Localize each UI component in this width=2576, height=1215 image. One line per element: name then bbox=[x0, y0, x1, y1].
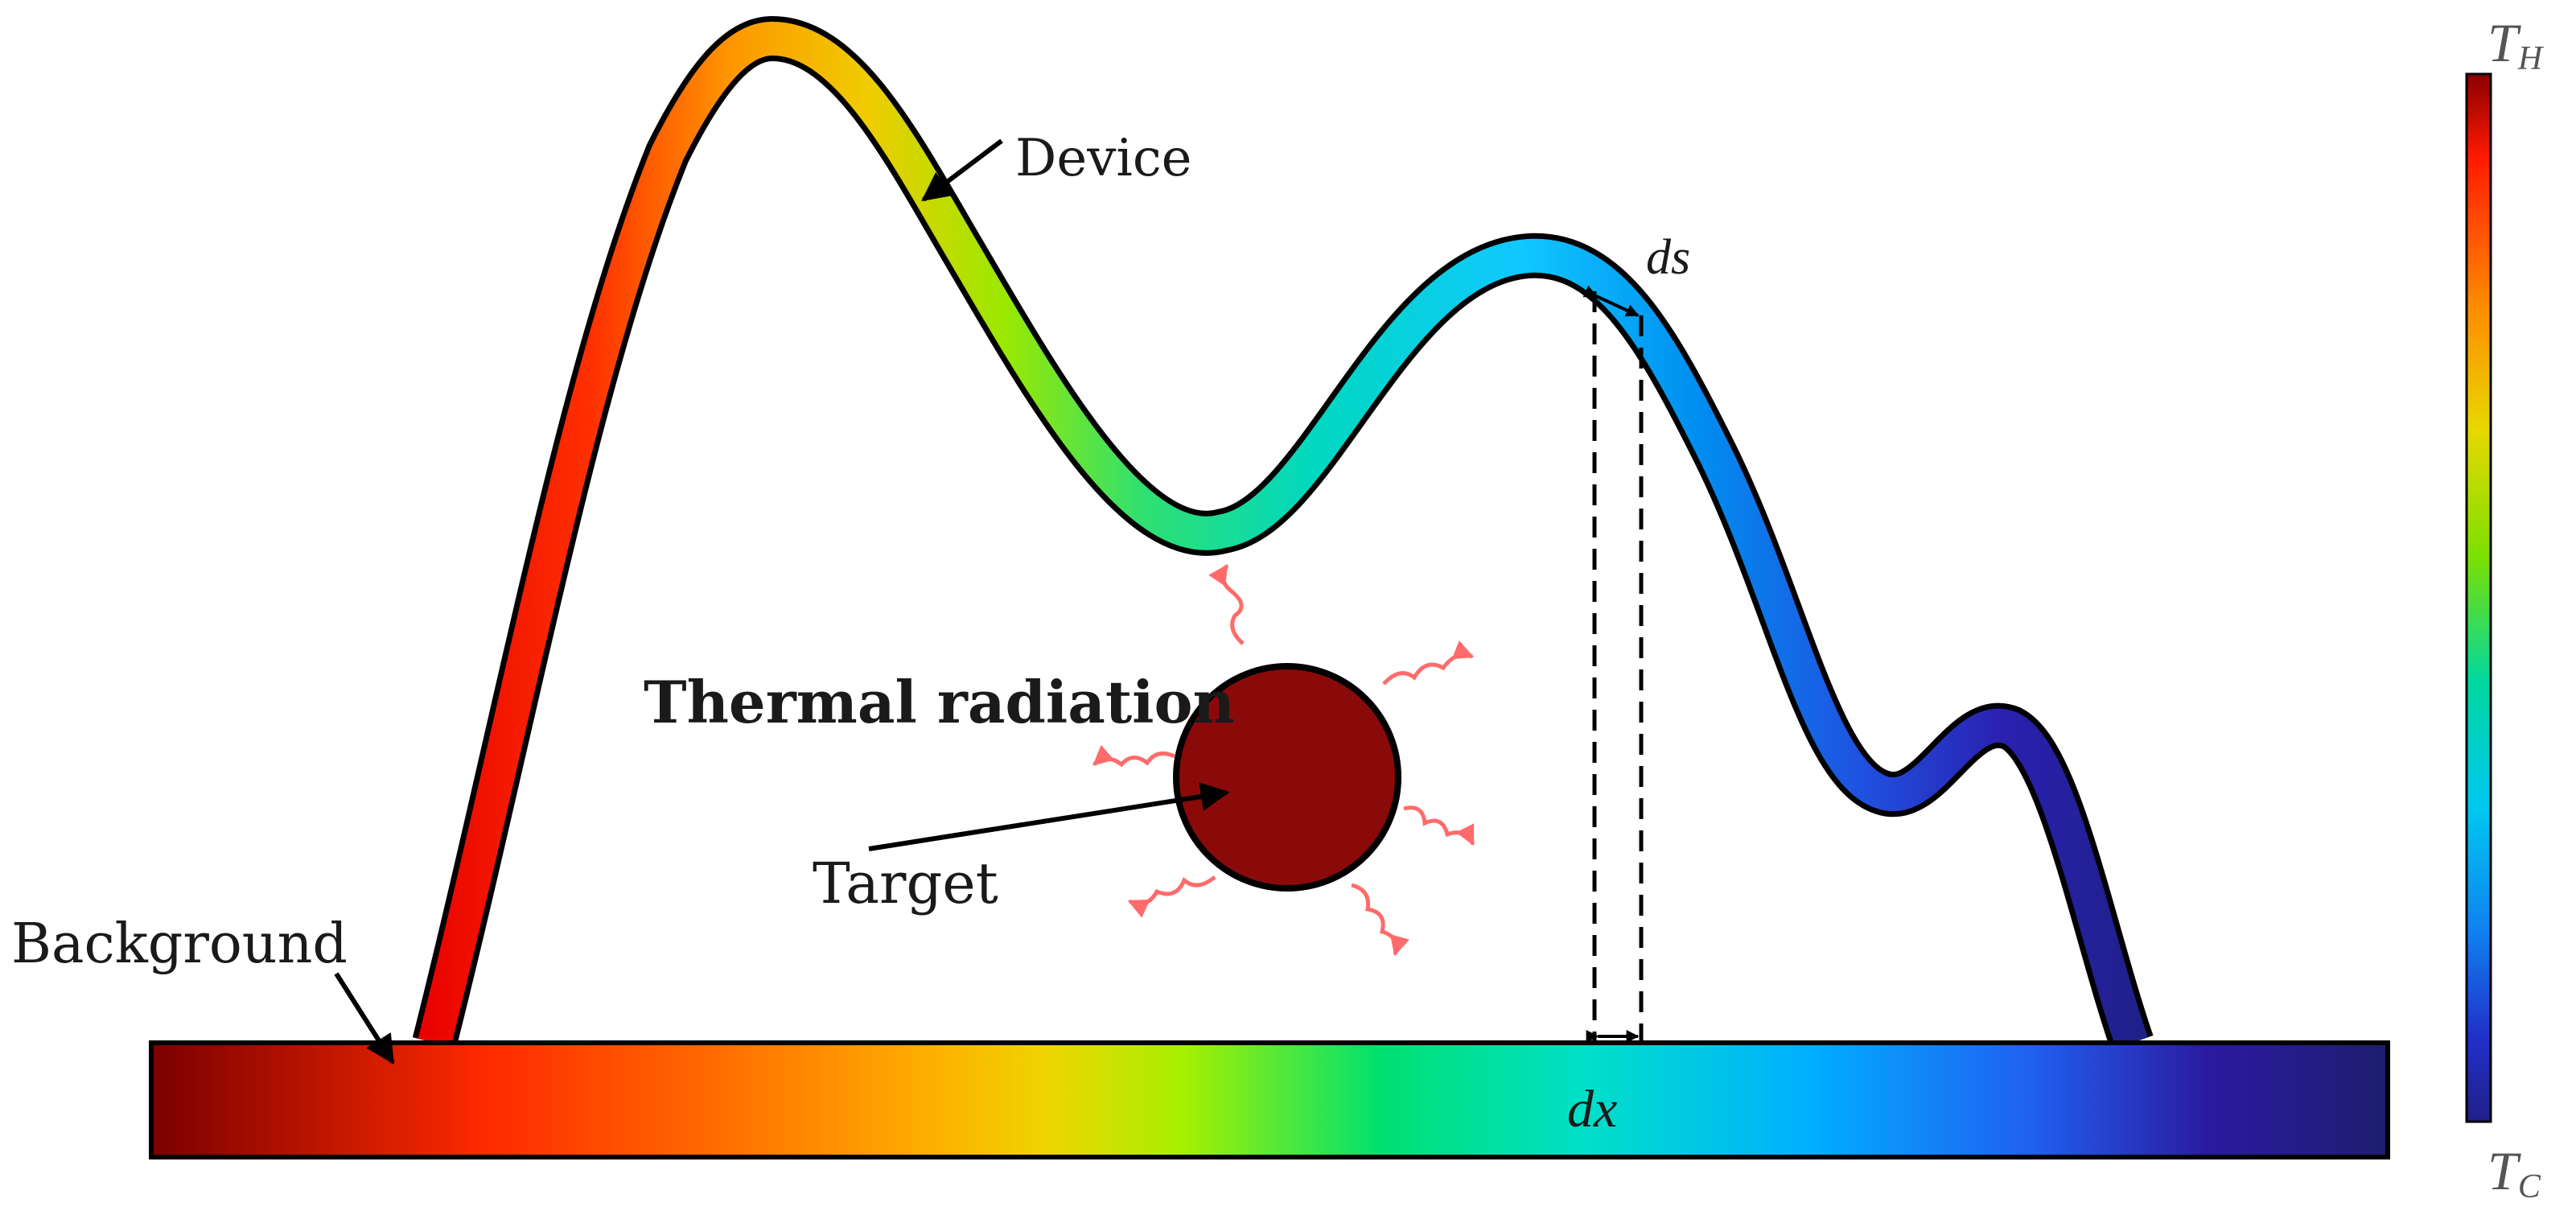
target-circle bbox=[1173, 663, 1401, 892]
dx-label: dx bbox=[1567, 1080, 1617, 1139]
target-label: Target bbox=[813, 850, 998, 916]
background-label: Background bbox=[11, 912, 348, 976]
radiation-wave-bottom-left bbox=[1127, 875, 1216, 918]
device-curve-body bbox=[418, 22, 2148, 1048]
colorbar-min-label: TC bbox=[2488, 1140, 2541, 1205]
ds-dx-projection bbox=[1582, 285, 1644, 1043]
colorbar-max-label: TH bbox=[2488, 12, 2545, 77]
radiation-wave-top-right bbox=[1382, 640, 1475, 686]
radiation-wave-left bbox=[1093, 744, 1176, 768]
tc-sub: C bbox=[2518, 1168, 2541, 1205]
thermal-radiation-waves bbox=[1093, 563, 1475, 957]
thermal-radiation-label: Thermal radiation bbox=[644, 668, 1235, 736]
ds-label: ds bbox=[1646, 230, 1690, 285]
tc-main: T bbox=[2488, 1140, 2521, 1201]
background-bar bbox=[149, 1040, 2390, 1159]
temperature-colorbar bbox=[2465, 72, 2492, 1123]
th-sub: H bbox=[2517, 40, 2545, 77]
target-pointer-arrow bbox=[868, 782, 1230, 851]
device-curve-outline bbox=[412, 16, 2154, 1051]
device-label: Device bbox=[1015, 129, 1192, 188]
radiation-wave-bottom-right bbox=[1351, 883, 1409, 957]
device-curve bbox=[412, 16, 2154, 1051]
device-pointer-arrow bbox=[921, 138, 1003, 202]
th-main: T bbox=[2488, 12, 2521, 73]
radiation-wave-top bbox=[1208, 563, 1245, 645]
ds-arrow bbox=[1582, 285, 1640, 317]
background-pointer-arrow bbox=[334, 972, 395, 1065]
radiation-wave-right bbox=[1403, 805, 1475, 846]
